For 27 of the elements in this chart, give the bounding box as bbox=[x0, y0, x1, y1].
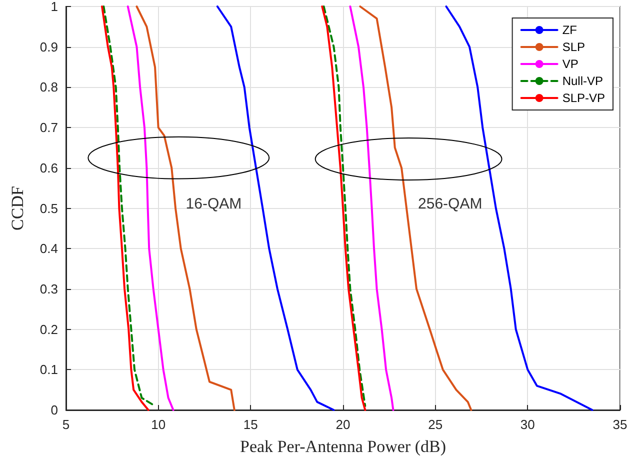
y-tick-label: 0.4 bbox=[40, 241, 58, 256]
y-tick-label: 0.9 bbox=[40, 39, 58, 54]
x-tick-label: 25 bbox=[428, 417, 443, 432]
y-axis-title: CCDF bbox=[8, 186, 27, 230]
x-tick-label: 35 bbox=[612, 417, 628, 432]
x-tick-label: 15 bbox=[243, 417, 258, 432]
annotation: 256-QAM bbox=[418, 196, 482, 213]
legend-label: ZF bbox=[562, 23, 577, 37]
y-tick-label: 0.5 bbox=[40, 200, 58, 216]
y-tick-label: 0.1 bbox=[40, 362, 58, 378]
y-tick-label: 0.3 bbox=[40, 281, 58, 296]
y-tick-label: 0.8 bbox=[40, 80, 58, 95]
y-tick-label: 0.6 bbox=[40, 160, 58, 176]
y-tick-label: 0.2 bbox=[40, 322, 58, 337]
x-tick-label: 5 bbox=[62, 417, 70, 432]
x-tick-label: 20 bbox=[336, 417, 350, 432]
annotation: 16-QAM bbox=[186, 196, 242, 213]
x-axis-title: Peak Per-Antenna Power (dB) bbox=[240, 437, 446, 456]
legend-label: SLP-VP bbox=[562, 91, 605, 105]
x-tick-label: 30 bbox=[520, 417, 535, 432]
legend-label: SLP bbox=[562, 40, 585, 54]
y-tick-label: 0 bbox=[50, 402, 58, 418]
legend-label: Null-VP bbox=[562, 74, 603, 88]
legend-label: VP bbox=[562, 57, 578, 71]
x-tick-label: 10 bbox=[151, 417, 166, 432]
y-tick-label: 1 bbox=[50, 0, 58, 14]
y-tick-label: 0.7 bbox=[40, 120, 58, 136]
